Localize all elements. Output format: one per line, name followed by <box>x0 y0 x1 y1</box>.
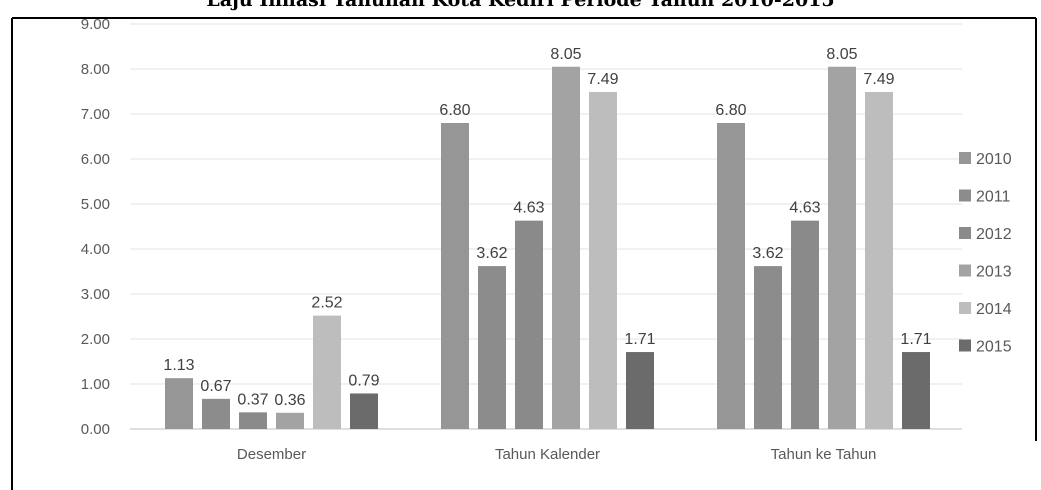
y-tick-label: 5.00 <box>81 196 110 213</box>
bar <box>717 123 745 429</box>
bar-value-label: 1.13 <box>163 357 194 374</box>
legend-swatch <box>959 302 971 314</box>
bar <box>350 393 378 429</box>
bar-value-label: 3.62 <box>476 245 507 262</box>
legend-swatch <box>959 189 971 202</box>
y-tick-label: 2.00 <box>81 331 110 348</box>
y-tick-label: 6.00 <box>81 151 110 168</box>
y-tick-label: 7.00 <box>81 106 110 123</box>
legend-label: 2013 <box>976 264 1012 281</box>
bar-value-label: 7.49 <box>587 71 618 88</box>
bar <box>313 315 341 429</box>
bar <box>165 378 193 429</box>
y-tick-label: 4.00 <box>81 241 110 258</box>
legend-swatch <box>959 264 971 277</box>
x-category-label: Tahun ke Tahun <box>771 446 877 463</box>
y-tick-label: 9.00 <box>81 16 110 33</box>
data-labels: 1.13 0.67 0.37 0.36 2.52 0.79 6.80 3.62 4.63 8.05… <box>163 46 931 409</box>
y-tick-label: 1.00 <box>81 376 110 393</box>
bar-value-label: 8.05 <box>550 46 581 63</box>
y-tick-label: 8.00 <box>81 61 110 78</box>
bar <box>276 412 304 429</box>
chart-title: Laju Inflasi Tahunan Kota Kediri Periode… <box>206 0 835 11</box>
bar <box>865 91 893 429</box>
bar <box>239 412 267 429</box>
bar-value-label: 7.49 <box>863 71 894 88</box>
bar-value-label: 6.80 <box>439 102 470 119</box>
bar-value-label: 4.63 <box>513 200 544 217</box>
legend-label: 2015 <box>976 339 1012 356</box>
bar-value-label: 0.67 <box>200 378 231 395</box>
legend-label: 2011 <box>976 189 1011 206</box>
bar-value-label: 0.36 <box>274 392 305 409</box>
gridlines <box>130 23 962 430</box>
bar-value-label: 2.52 <box>311 295 342 312</box>
legend-label: 2010 <box>976 151 1012 168</box>
x-category-label: Tahun Kalender <box>495 446 600 463</box>
legend-swatch <box>959 339 971 352</box>
legend-swatch <box>959 152 971 164</box>
bar <box>626 352 654 429</box>
bar-value-label: 6.80 <box>715 102 746 119</box>
bar-value-label: 3.62 <box>752 245 783 262</box>
bar <box>202 398 230 429</box>
bar-value-label: 1.71 <box>900 331 931 348</box>
bars <box>165 66 930 429</box>
legend-label: 2012 <box>976 226 1012 243</box>
bar <box>828 66 856 429</box>
bar <box>552 66 580 429</box>
y-tick-label: 3.00 <box>81 286 110 303</box>
y-tick-label: 0.00 <box>81 421 110 438</box>
bar-value-label: 1.71 <box>624 331 655 348</box>
bar <box>515 220 543 429</box>
bar <box>902 352 930 429</box>
bar <box>441 123 469 429</box>
legend: 2010 2011 2012 2013 2014 2015 <box>959 151 1012 356</box>
x-axis-labels: Desember Tahun Kalender Tahun ke Tahun <box>237 446 876 463</box>
y-axis-ticks: 0.00 1.00 2.00 3.00 4.00 5.00 6.00 7.00 8.00 9.00 <box>81 16 110 438</box>
bar-value-label: 0.79 <box>348 372 379 389</box>
bar-value-label: 0.37 <box>237 391 268 408</box>
bar <box>791 220 819 429</box>
bar-value-label: 4.63 <box>789 200 820 217</box>
x-category-label: Desember <box>237 446 306 463</box>
bar-value-label: 8.05 <box>826 46 857 63</box>
bar <box>478 266 506 429</box>
legend-label: 2014 <box>976 301 1012 318</box>
legend-swatch <box>959 227 971 239</box>
bar <box>754 266 782 429</box>
bar <box>589 91 617 429</box>
